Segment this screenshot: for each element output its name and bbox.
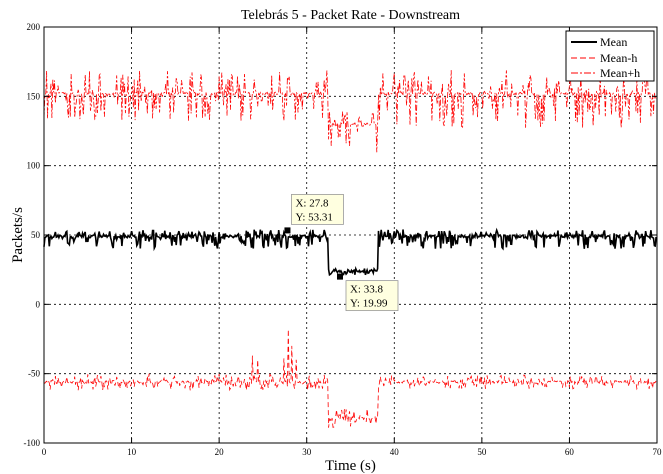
legend-label-mean-h: Mean-h — [600, 51, 637, 65]
y-tick-label: 50 — [31, 230, 41, 240]
x-tick-label: 40 — [390, 447, 400, 457]
x-tick-label: 30 — [302, 447, 312, 457]
legend-label-mean-plus-h: Mean+h — [600, 66, 640, 80]
datatip-y-label: Y: 19.99 — [350, 298, 388, 310]
x-axis-label: Time (s) — [325, 458, 376, 474]
datatip-x-label: X: 33.8 — [350, 284, 384, 296]
legend: Mean Mean-h Mean+h — [565, 30, 655, 82]
y-tick-label: 0 — [36, 299, 41, 309]
y-tick-label: 100 — [27, 161, 41, 171]
y-tick-label: -100 — [24, 438, 41, 448]
series-lines — [43, 70, 657, 428]
datatip-x-label: X: 27.8 — [295, 197, 329, 209]
datatip-box — [291, 194, 344, 225]
datatips: X: 27.8 Y: 53.31 X: 33.8 Y: 19.99 — [284, 194, 399, 312]
series-line-mean-h — [43, 329, 657, 428]
datatip-box — [345, 280, 399, 312]
series-line-mean — [43, 227, 657, 277]
legend-label-mean: Mean — [600, 35, 627, 49]
datatip-marker — [284, 227, 291, 234]
x-tick-label: 60 — [565, 447, 575, 457]
series-line-mean-plush — [43, 70, 657, 153]
grid — [44, 27, 657, 443]
y-axis-label: Packets/s — [10, 207, 26, 263]
axis-ticks: 0 10 20 30 40 50 60 70 -100 -50 0 50 100 150 200 — [24, 22, 663, 457]
datatip-y-label: Y: 53.31 — [295, 211, 333, 223]
x-tick-label: 20 — [215, 447, 225, 457]
y-tick-label: 150 — [27, 91, 41, 101]
x-tick-label: 0 — [42, 447, 47, 457]
chart-title: Telebrás 5 - Packet Rate - Downstream — [241, 8, 460, 23]
y-tick-label: -50 — [28, 369, 40, 379]
x-tick-label: 50 — [477, 447, 487, 457]
x-tick-label: 10 — [127, 447, 137, 457]
x-tick-label: 70 — [653, 447, 663, 457]
y-tick-label: 200 — [27, 22, 41, 32]
datatip-marker — [336, 273, 343, 280]
